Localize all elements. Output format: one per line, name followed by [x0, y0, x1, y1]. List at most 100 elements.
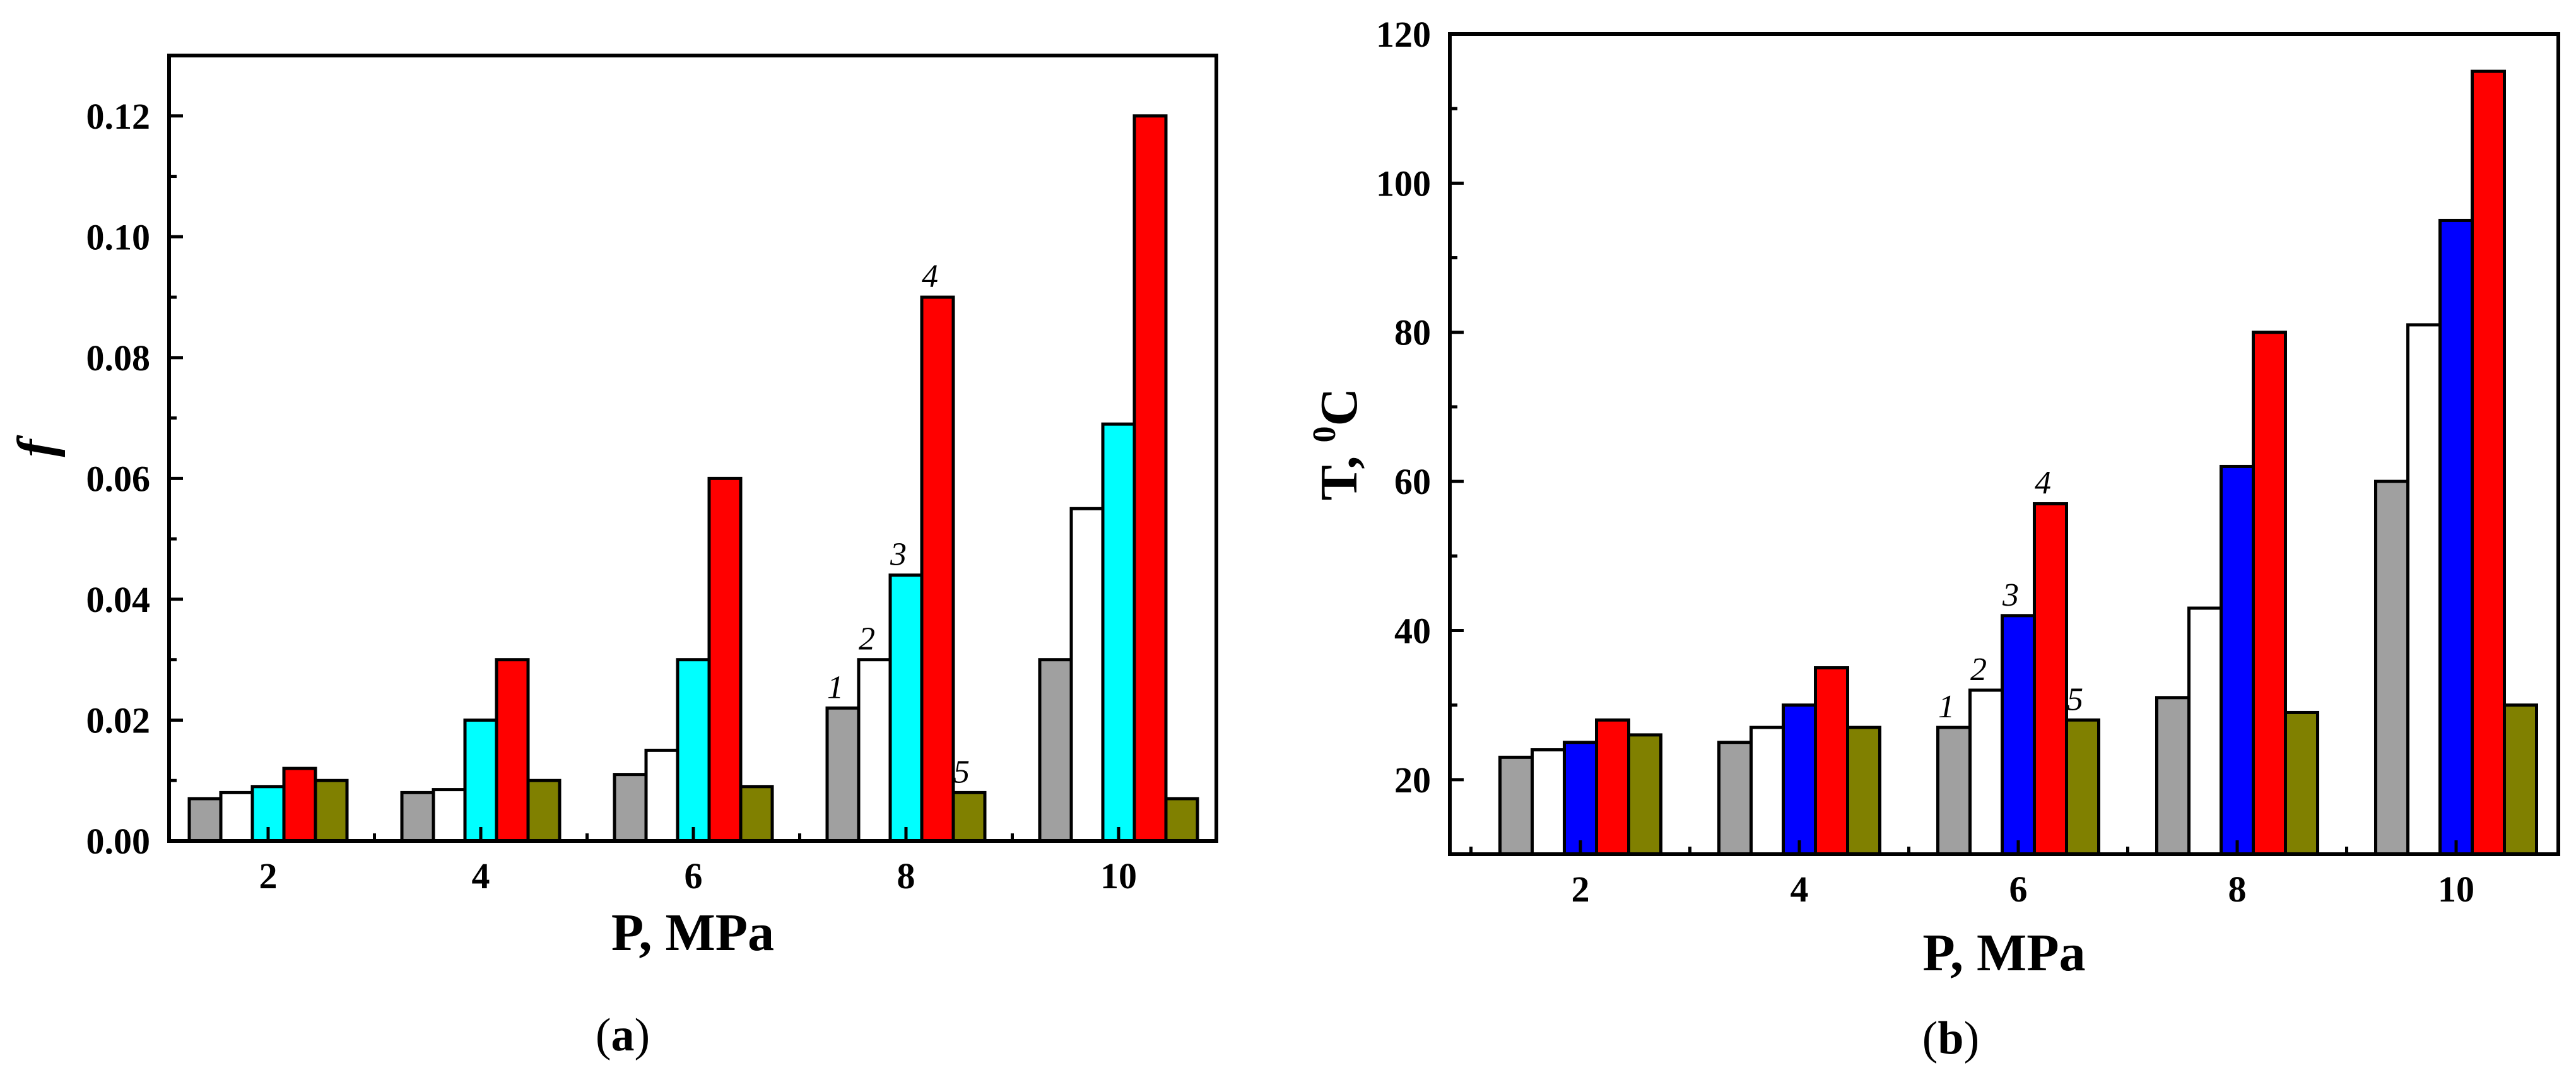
x-axis-title: P, MPa — [611, 903, 774, 962]
x-tick-label: 10 — [1100, 855, 1137, 896]
bar-series-5-p10 — [1164, 797, 1199, 843]
bar-series-1-p10 — [2374, 479, 2409, 856]
y-axis-title: f — [7, 435, 66, 457]
bar-series-2-p4 — [432, 788, 467, 843]
bar-series-2-p8 — [857, 658, 892, 843]
y-tick-label: 100 — [1376, 163, 1431, 204]
bar-series-1-p2 — [187, 797, 223, 843]
y-tick-label: 120 — [1376, 14, 1431, 55]
bar-series-1-p10 — [1038, 658, 1073, 843]
series-label-1: 1 — [827, 669, 844, 705]
panel-label-letter: a — [611, 1009, 635, 1061]
y-tick-label: 0.06 — [86, 458, 151, 499]
x-tick-label: 6 — [685, 855, 703, 896]
bar-series-3-p8 — [2220, 464, 2255, 856]
bar-series-4-p8 — [920, 295, 955, 843]
bar-series-5-p10 — [2503, 703, 2538, 856]
x-tick-label: 4 — [1791, 869, 1809, 910]
bar-series-2-p10 — [2406, 323, 2442, 856]
bar-series-1-p8 — [2155, 696, 2191, 856]
bar-series-3-p10 — [2438, 218, 2474, 856]
x-tick-label: 6 — [2009, 869, 2028, 910]
x-tick-label: 2 — [1572, 869, 1590, 910]
series-label-4: 4 — [2035, 466, 2051, 502]
panel-label-close: ) — [635, 1009, 650, 1061]
series-label-3: 3 — [890, 537, 907, 573]
panel-label: (a) — [596, 1009, 650, 1061]
series-label-1: 1 — [1938, 689, 1955, 725]
y-tick-label: 20 — [1394, 760, 1431, 801]
bar-series-3-p8 — [888, 573, 924, 843]
x-axis-title: P, MPa — [1922, 924, 2085, 982]
y-tick-label: 60 — [1394, 461, 1431, 502]
bar-series-1-p6 — [1936, 725, 1972, 856]
bar-series-5-p4 — [526, 778, 562, 843]
bar-series-5-p8 — [2284, 710, 2319, 856]
bar-series-1-p6 — [613, 773, 648, 843]
series-label-5: 5 — [2067, 681, 2083, 717]
bar-series-3-p6 — [676, 658, 711, 843]
series-label-4: 4 — [922, 259, 938, 295]
series-label-3: 3 — [2002, 577, 2019, 613]
bar-series-3-p10 — [1101, 422, 1136, 843]
y-tick-label: 0.02 — [86, 700, 151, 741]
bar-series-4-p4 — [495, 658, 530, 843]
bar-series-2-p4 — [1750, 725, 1785, 856]
panel-label-close: ) — [1964, 1013, 1980, 1064]
bar-series-4-p6 — [2033, 502, 2068, 856]
y-tick-label: 0.04 — [86, 579, 151, 620]
bar-series-1-p4 — [400, 790, 435, 843]
y-tick-label: 0.10 — [86, 216, 151, 257]
bar-series-4-p10 — [1132, 114, 1168, 843]
x-tick-label: 4 — [472, 855, 490, 896]
panel-label: (b) — [1922, 1013, 1979, 1064]
bar-series-5-p8 — [951, 790, 987, 843]
y-tick-label: 80 — [1394, 312, 1431, 353]
bar-series-2-p8 — [2187, 606, 2223, 856]
bar-series-5-p6 — [2065, 718, 2100, 856]
bar-series-2-p2 — [219, 790, 254, 843]
bar-series-4-p2 — [282, 767, 317, 843]
bar-series-4-p8 — [2252, 331, 2287, 856]
bar-series-4-p4 — [1814, 666, 1849, 856]
series-label-2: 2 — [859, 621, 875, 657]
bar-series-4-p10 — [2471, 69, 2506, 856]
panel-label-open: ( — [1922, 1013, 1938, 1064]
bar-series-3-p2 — [1563, 741, 1598, 856]
bar-series-2-p6 — [644, 748, 679, 843]
bar-series-3-p4 — [463, 718, 498, 843]
bar-series-1-p2 — [1498, 755, 1534, 856]
x-tick-label: 2 — [259, 855, 278, 896]
bar-series-4-p6 — [707, 476, 743, 843]
bar-series-2-p2 — [1531, 748, 1566, 856]
panel-label-open: ( — [596, 1009, 611, 1061]
bar-series-5-p6 — [739, 785, 774, 843]
y-axis-title-unit: C — [1310, 388, 1368, 426]
bar-series-1-p8 — [825, 706, 861, 843]
y-tick-label: 0.00 — [86, 821, 151, 862]
y-tick-label: 0.08 — [86, 338, 151, 379]
series-label-2: 2 — [1970, 652, 1987, 688]
y-tick-label: 0.12 — [86, 96, 151, 137]
y-tick-label: 40 — [1394, 610, 1431, 651]
bar-series-2-p6 — [1968, 688, 2004, 856]
bar-series-2-p10 — [1069, 507, 1105, 843]
x-tick-label: 10 — [2438, 869, 2474, 910]
bar-series-1-p4 — [1717, 741, 1753, 856]
bar-series-3-p4 — [1782, 703, 1817, 856]
x-tick-label: 8 — [2228, 869, 2247, 910]
panel-label-letter: b — [1938, 1013, 1963, 1064]
bar-series-5-p2 — [1627, 733, 1662, 856]
series-label-5: 5 — [953, 754, 970, 790]
bar-series-3-p6 — [2001, 614, 2036, 856]
bar-series-5-p2 — [314, 778, 349, 843]
y-axis-title-superscript: 0 — [1307, 426, 1343, 442]
plot-frame — [1448, 32, 2560, 856]
x-tick-label: 8 — [897, 855, 915, 896]
bar-series-5-p4 — [1846, 725, 1881, 856]
y-axis-title-main: T, — [1310, 442, 1368, 500]
bar-series-4-p2 — [1595, 718, 1630, 856]
